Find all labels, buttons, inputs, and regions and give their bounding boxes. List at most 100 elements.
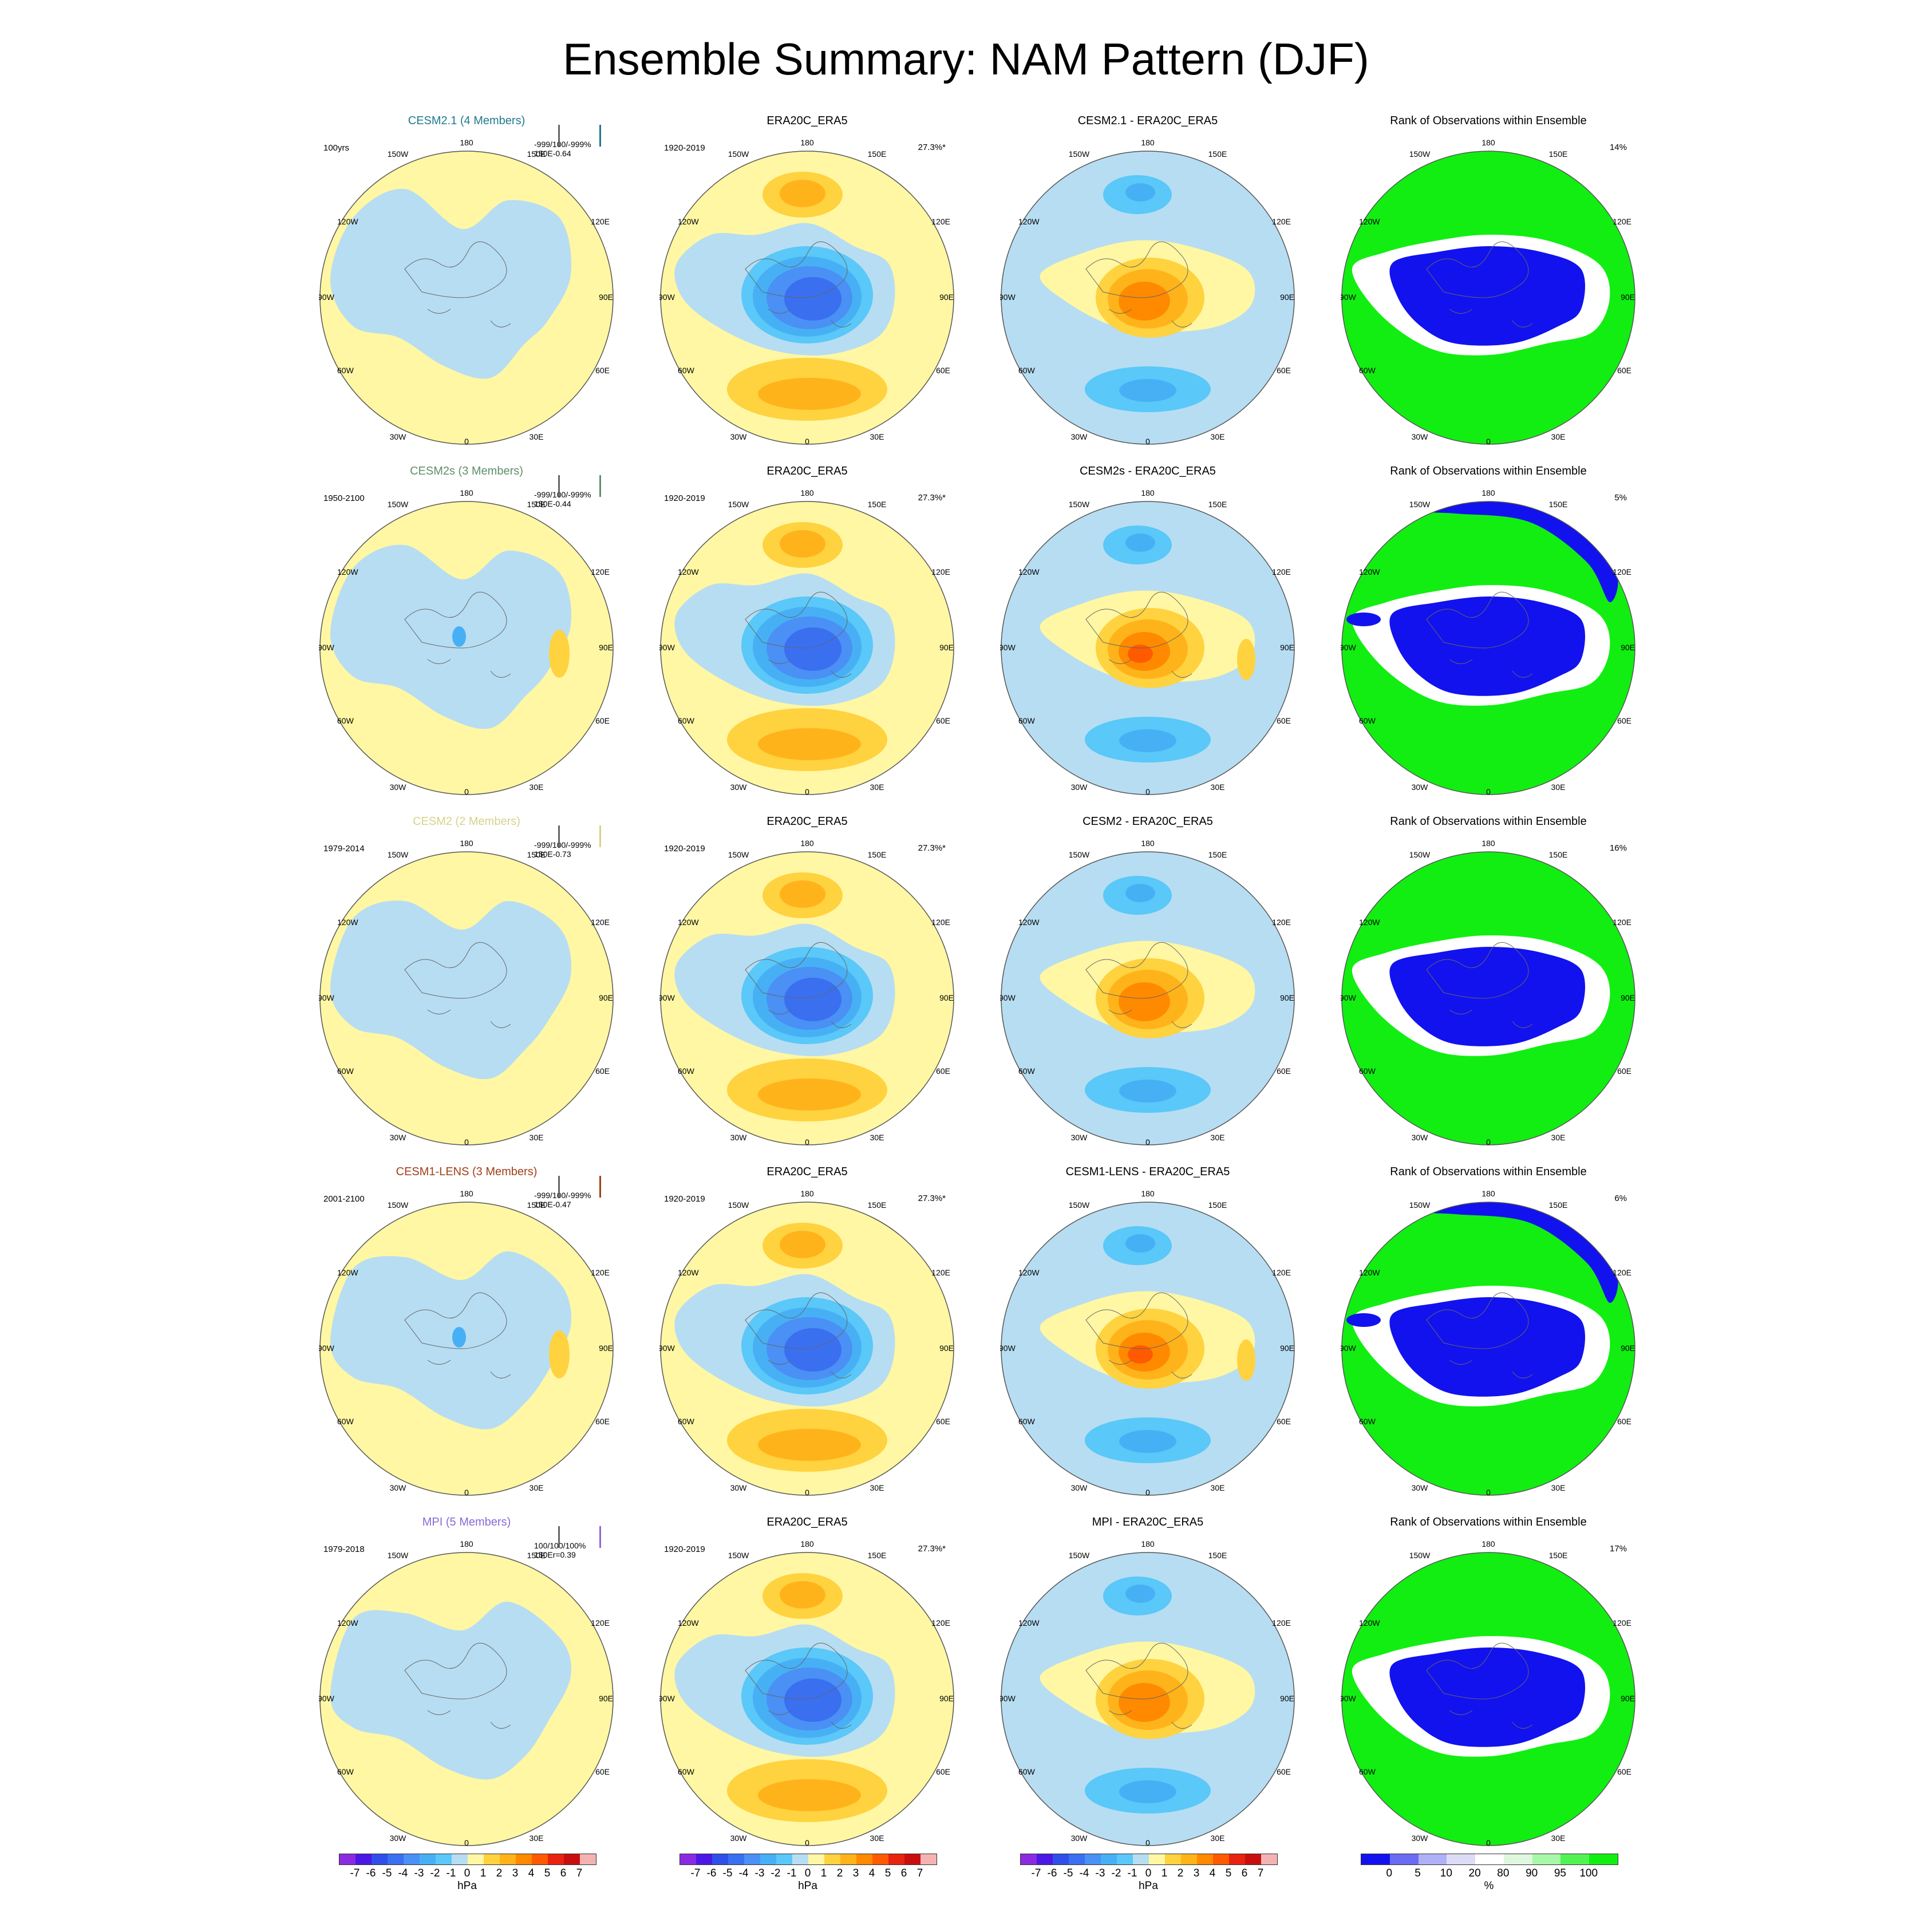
lonlat-label-ll2: 30W	[1412, 1483, 1429, 1492]
lonlat-label-ll2: 30W	[1412, 783, 1429, 792]
lonlat-label-lr2: 30E	[1551, 1133, 1566, 1142]
colorbar-tick-label: -6	[1047, 1867, 1057, 1879]
coastline	[745, 241, 852, 327]
colorbar-swatch	[1261, 1854, 1277, 1864]
colorbar-tick-label: 20	[1468, 1867, 1481, 1879]
lonlat-label-ur1: 150E	[527, 149, 546, 159]
east-positive-center	[1237, 1340, 1255, 1381]
lonlat-label-ur1: 150E	[868, 1200, 887, 1210]
lonlat-label-ur2: 120E	[1272, 1618, 1291, 1627]
polar-map-rank: 180 0 90W 90E 150W 150E 120W 120E 60W 60E 30W 30E	[1341, 839, 1635, 1147]
lonlat-label-bottom: 0	[1486, 437, 1491, 446]
lonlat-label-bottom: 0	[464, 1838, 469, 1847]
lonlat-label-ll2: 30W	[730, 783, 748, 792]
lonlat-label-left: 90W	[659, 1344, 675, 1353]
colorbar-swatch	[840, 1854, 856, 1864]
colorbar-swatch	[808, 1854, 824, 1864]
colorbar-swatch	[680, 1854, 696, 1864]
lonlat-label-right: 90E	[939, 1694, 954, 1703]
lonlat-label-ur1: 150E	[1208, 149, 1227, 159]
period-label: 1979-2018	[323, 1544, 365, 1554]
map-border	[660, 1552, 954, 1846]
lonlat-label-lr1: 60E	[936, 1066, 950, 1076]
lonlat-label-lr1: 60E	[1617, 1417, 1631, 1426]
lonlat-label-right: 90E	[1621, 993, 1635, 1002]
pacific-low-core	[1125, 183, 1155, 202]
lonlat-label-ll2: 30W	[390, 1133, 407, 1142]
lonlat-label-top: 180	[460, 138, 473, 147]
lonlat-label-ul2: 120W	[1018, 918, 1040, 927]
lonlat-label-lr1: 60E	[1277, 366, 1291, 375]
lonlat-label-ur2: 120E	[931, 1618, 950, 1627]
range-marker	[558, 475, 560, 497]
colorbar-unit: %	[1484, 1880, 1494, 1892]
colorbar-tick-label: 6	[900, 1867, 907, 1879]
lonlat-label-left: 90W	[1000, 293, 1016, 302]
polar-map-obs: 180 0 90W 90E 150W 150E 120W 120E 60W 60E 30W 30E	[659, 1189, 954, 1497]
panel-rank: Rank of Observations within Ensemble 17% 1…	[1340, 1516, 1637, 1848]
colorbar-tick-label: -6	[366, 1867, 376, 1879]
low-rank-region	[1389, 1297, 1586, 1397]
pacific-low-core	[1125, 884, 1155, 902]
model-title: MPI (5 Members)	[422, 1516, 511, 1528]
lonlat-label-ll2: 30W	[1412, 1133, 1429, 1142]
lonlat-label-top: 180	[800, 138, 814, 147]
lonlat-label-ll2: 30W	[730, 432, 748, 441]
polar-map-model: 180 0 90W 90E 150W 150E 120W 120E 60W 60E 30W 30E	[319, 839, 614, 1147]
lonlat-label-top: 180	[460, 839, 473, 848]
lonlat-label-ur2: 120E	[1613, 918, 1631, 927]
lonlat-label-left: 90W	[1341, 293, 1357, 302]
colorbar-swatch	[1447, 1854, 1476, 1864]
lonlat-label-lr1: 60E	[1617, 366, 1631, 375]
map-border	[1341, 501, 1635, 795]
lonlat-label-ur1: 150E	[1549, 1551, 1568, 1560]
lonlat-label-ur2: 120E	[931, 217, 950, 226]
map-border	[660, 851, 954, 1145]
lonlat-label-lr2: 30E	[870, 432, 884, 441]
lonlat-label-ur1: 150E	[1549, 500, 1568, 509]
panel-model: CESM2 (2 Members) 1979-2014 -999/100/-999%…	[318, 815, 615, 1147]
diff-title: CESM2s - ERA20C_ERA5	[1080, 465, 1216, 477]
lonlat-label-ll2: 30W	[1071, 432, 1088, 441]
colorbar-tick-label: 3	[852, 1867, 859, 1879]
colorbar-swatch	[1503, 1854, 1532, 1864]
lonlat-label-right: 90E	[599, 1344, 613, 1353]
colorbar-unit: hPa	[798, 1880, 817, 1892]
lonlat-label-ul1: 150W	[1069, 1200, 1090, 1210]
east-positive-center	[1237, 639, 1255, 680]
lonlat-label-lr1: 60E	[1617, 716, 1631, 725]
lonlat-label-ul2: 120W	[337, 1618, 358, 1627]
lonlat-label-top: 180	[460, 1189, 473, 1198]
lonlat-label-ur1: 150E	[527, 1551, 546, 1560]
colorbar-tick-label: -2	[1111, 1867, 1121, 1879]
colorbar-tick-label: -7	[350, 1867, 360, 1879]
lonlat-label-lr2: 30E	[870, 1483, 884, 1492]
lonlat-label-ll1: 60W	[1018, 1767, 1036, 1776]
colorbar-swatch	[1053, 1854, 1069, 1864]
lonlat-label-lr1: 60E	[936, 1767, 950, 1776]
pos-contour-3	[1119, 982, 1170, 1021]
atlantic-low-core	[1119, 1080, 1176, 1103]
model-marker	[599, 1176, 601, 1198]
colorbar-tick-label: 7	[916, 1867, 923, 1879]
coastline	[1085, 591, 1192, 678]
colorbar-swatch	[1389, 1854, 1419, 1864]
lonlat-label-ur1: 150E	[1208, 850, 1227, 859]
model-marker	[599, 475, 601, 497]
lonlat-label-right: 90E	[939, 293, 954, 302]
lonlat-label-lr2: 30E	[1551, 783, 1566, 792]
model-marker	[599, 1526, 601, 1548]
colorbar-tick-label: 6	[560, 1867, 567, 1879]
map-border	[1341, 151, 1635, 445]
lonlat-label-ll1: 60W	[1018, 366, 1036, 375]
colorbar-swatch	[1021, 1854, 1037, 1864]
lonlat-label-lr2: 30E	[1211, 1483, 1225, 1492]
lonlat-label-bottom: 0	[805, 1137, 809, 1147]
polar-map-model: 180 0 90W 90E 150W 150E 120W 120E 60W 60E 30W 30E	[319, 488, 614, 796]
lonlat-label-right: 90E	[1621, 1344, 1635, 1353]
coastline	[404, 591, 511, 678]
polar-map-diff: 180 0 90W 90E 150W 150E 120W 120E 60W 60E 30W 30E	[1000, 1539, 1295, 1847]
rank-title: Rank of Observations within Ensemble	[1390, 815, 1587, 828]
lonlat-label-right: 90E	[1280, 643, 1294, 652]
colorbar-tick-label: -7	[1031, 1867, 1041, 1879]
